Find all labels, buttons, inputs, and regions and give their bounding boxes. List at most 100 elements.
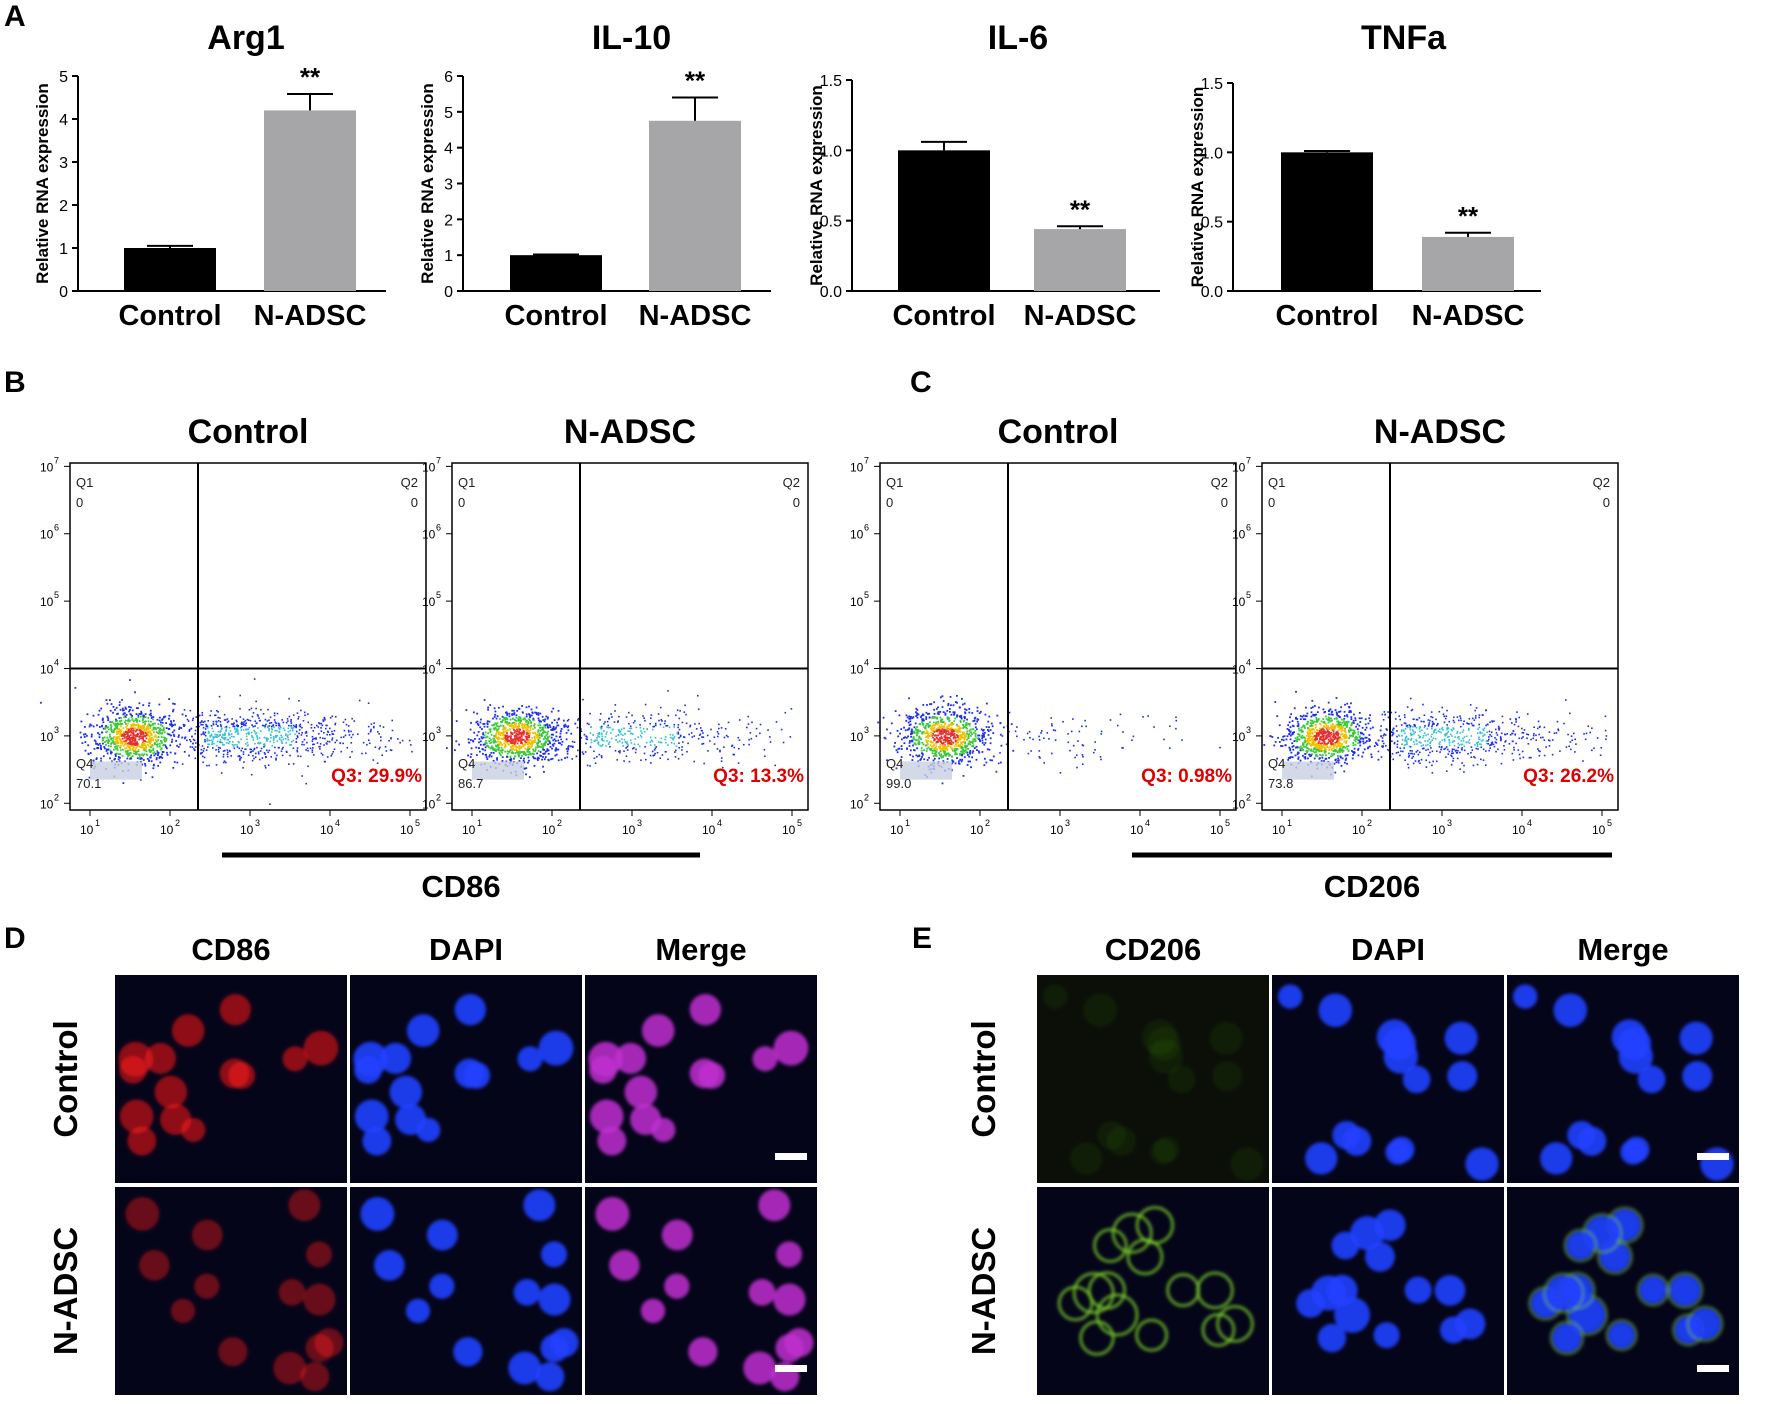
event-dot bbox=[257, 742, 259, 745]
bar-control bbox=[1281, 152, 1373, 291]
event-dot bbox=[1345, 757, 1348, 760]
event-dot bbox=[498, 751, 501, 754]
event-dot bbox=[945, 736, 948, 739]
event-dot bbox=[258, 742, 261, 745]
event-dot bbox=[236, 720, 238, 723]
event-dot bbox=[910, 735, 913, 738]
event-dot bbox=[981, 734, 984, 737]
event-dot bbox=[625, 742, 628, 744]
event-dot bbox=[1323, 721, 1326, 724]
event-dot bbox=[1299, 715, 1302, 717]
event-dot bbox=[954, 753, 957, 756]
event-dot bbox=[515, 730, 517, 733]
category-label: N-ADSC bbox=[639, 300, 752, 332]
event-dot bbox=[1077, 740, 1079, 742]
event-dot bbox=[966, 727, 968, 730]
event-dot bbox=[1048, 738, 1050, 740]
event-dot bbox=[1314, 748, 1317, 751]
event-dot bbox=[946, 709, 949, 712]
event-dot bbox=[1382, 734, 1385, 737]
event-dot bbox=[560, 728, 563, 730]
event-dot bbox=[503, 746, 506, 749]
event-dot bbox=[311, 747, 314, 749]
event-dot bbox=[1297, 724, 1300, 727]
event-dot bbox=[946, 758, 949, 760]
event-dot bbox=[982, 732, 984, 735]
event-dot bbox=[999, 733, 1002, 736]
event-dot bbox=[499, 724, 502, 727]
event-dot bbox=[649, 722, 652, 725]
event-dot bbox=[88, 776, 91, 779]
event-dot bbox=[962, 736, 964, 739]
event-dot bbox=[290, 720, 292, 723]
event-dot bbox=[222, 734, 224, 736]
event-dot bbox=[119, 753, 122, 756]
event-dot bbox=[627, 744, 629, 747]
bar-control bbox=[510, 255, 602, 291]
event-dot bbox=[1321, 727, 1324, 730]
event-dot bbox=[512, 709, 515, 712]
event-dot bbox=[239, 694, 242, 697]
panel-label-d: D bbox=[4, 922, 26, 955]
event-dot bbox=[110, 743, 113, 745]
event-dot bbox=[118, 727, 120, 730]
event-dot bbox=[520, 738, 523, 741]
event-dot bbox=[1325, 717, 1328, 720]
event-dot bbox=[165, 722, 167, 725]
event-dot bbox=[1336, 724, 1339, 727]
event-dot bbox=[553, 742, 556, 745]
event-dot bbox=[264, 725, 267, 727]
event-dot bbox=[932, 759, 935, 762]
event-dot bbox=[548, 735, 551, 738]
event-dot bbox=[485, 742, 488, 745]
event-dot bbox=[592, 734, 595, 736]
event-dot bbox=[524, 726, 527, 729]
event-dot bbox=[378, 748, 380, 750]
event-dot bbox=[690, 732, 693, 734]
event-dot bbox=[255, 700, 257, 703]
event-dot bbox=[1341, 721, 1344, 724]
event-dot bbox=[303, 743, 305, 746]
event-dot bbox=[1318, 738, 1321, 741]
event-dot bbox=[677, 733, 680, 735]
event-dot bbox=[520, 745, 523, 748]
event-dot bbox=[157, 736, 160, 738]
event-dot bbox=[1299, 759, 1302, 762]
event-dot bbox=[377, 730, 379, 733]
event-dot bbox=[627, 730, 629, 733]
event-dot bbox=[537, 738, 540, 741]
event-dot bbox=[1300, 726, 1303, 729]
event-dot bbox=[280, 734, 283, 737]
event-dot bbox=[509, 718, 512, 721]
event-dot bbox=[1347, 745, 1350, 748]
event-dot bbox=[1331, 713, 1334, 716]
event-dot bbox=[311, 735, 314, 738]
event-dot bbox=[720, 760, 723, 763]
event-dot bbox=[541, 728, 543, 731]
event-dot bbox=[131, 749, 134, 751]
event-dot bbox=[202, 726, 205, 729]
event-dot bbox=[1317, 742, 1320, 744]
event-dot bbox=[488, 755, 491, 758]
event-dot bbox=[499, 733, 501, 736]
event-dot bbox=[934, 750, 937, 753]
event-dot bbox=[263, 736, 266, 739]
event-dot bbox=[304, 714, 306, 717]
event-dot bbox=[222, 761, 225, 764]
event-dot bbox=[941, 718, 944, 721]
event-dot bbox=[1343, 734, 1346, 736]
event-dot bbox=[1317, 706, 1320, 709]
event-dot bbox=[204, 740, 206, 743]
event-dot bbox=[139, 715, 142, 718]
event-dot bbox=[944, 748, 947, 750]
event-dot bbox=[1362, 737, 1365, 740]
event-dot bbox=[1373, 745, 1376, 748]
event-dot bbox=[119, 749, 122, 752]
event-dot bbox=[1289, 756, 1291, 759]
bar-n-adsc bbox=[1034, 229, 1126, 291]
event-dot bbox=[264, 766, 267, 769]
event-dot bbox=[619, 751, 621, 754]
event-dot bbox=[492, 752, 495, 754]
event-dot bbox=[737, 736, 740, 739]
